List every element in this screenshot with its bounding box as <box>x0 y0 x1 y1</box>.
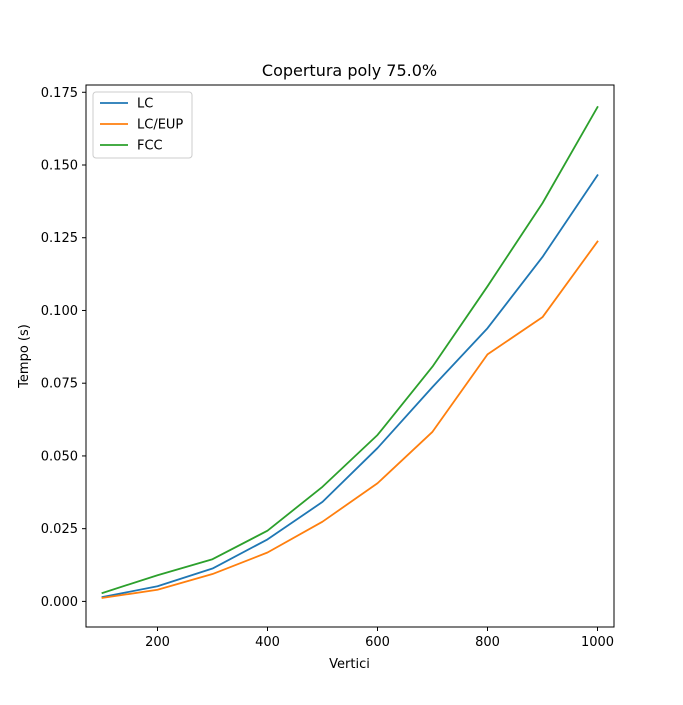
y-tick-label: 0.175 <box>41 86 78 101</box>
x-tick-label: 600 <box>365 635 390 650</box>
series-line-0 <box>101 173 599 599</box>
series-line-1 <box>101 240 599 599</box>
legend-label-2: FCC <box>137 139 163 154</box>
axes-frame <box>85 84 615 628</box>
series-line-2 <box>101 105 599 595</box>
y-tick-label: 0.050 <box>41 449 78 464</box>
y-tick-label: 0.150 <box>41 159 78 174</box>
x-tick-label: 800 <box>475 635 500 650</box>
plot-area: 200 400 600 800 1000 0.000 0.025 0.050 0.075 0.10… <box>41 84 615 650</box>
legend-box <box>92 91 193 159</box>
y-tick-label: 0.125 <box>41 231 78 246</box>
chart-title: Copertura poly 75.0% <box>262 61 437 80</box>
x-axis-label: Vertici <box>329 657 370 672</box>
legend: LC LC/EUP FCC <box>92 91 193 159</box>
x-tick-label: 200 <box>145 635 170 650</box>
legend-label-1: LC/EUP <box>137 118 183 133</box>
y-axis-label: Tempo (s) <box>17 324 32 389</box>
y-tick-label: 0.075 <box>41 377 78 392</box>
legend-label-0: LC <box>137 97 153 112</box>
y-tick-label: 0.100 <box>41 304 78 319</box>
y-tick-label: 0.000 <box>41 595 78 610</box>
x-tick-label: 400 <box>255 635 280 650</box>
y-tick-label: 0.025 <box>41 522 78 537</box>
x-tick-label: 1000 <box>581 635 614 650</box>
